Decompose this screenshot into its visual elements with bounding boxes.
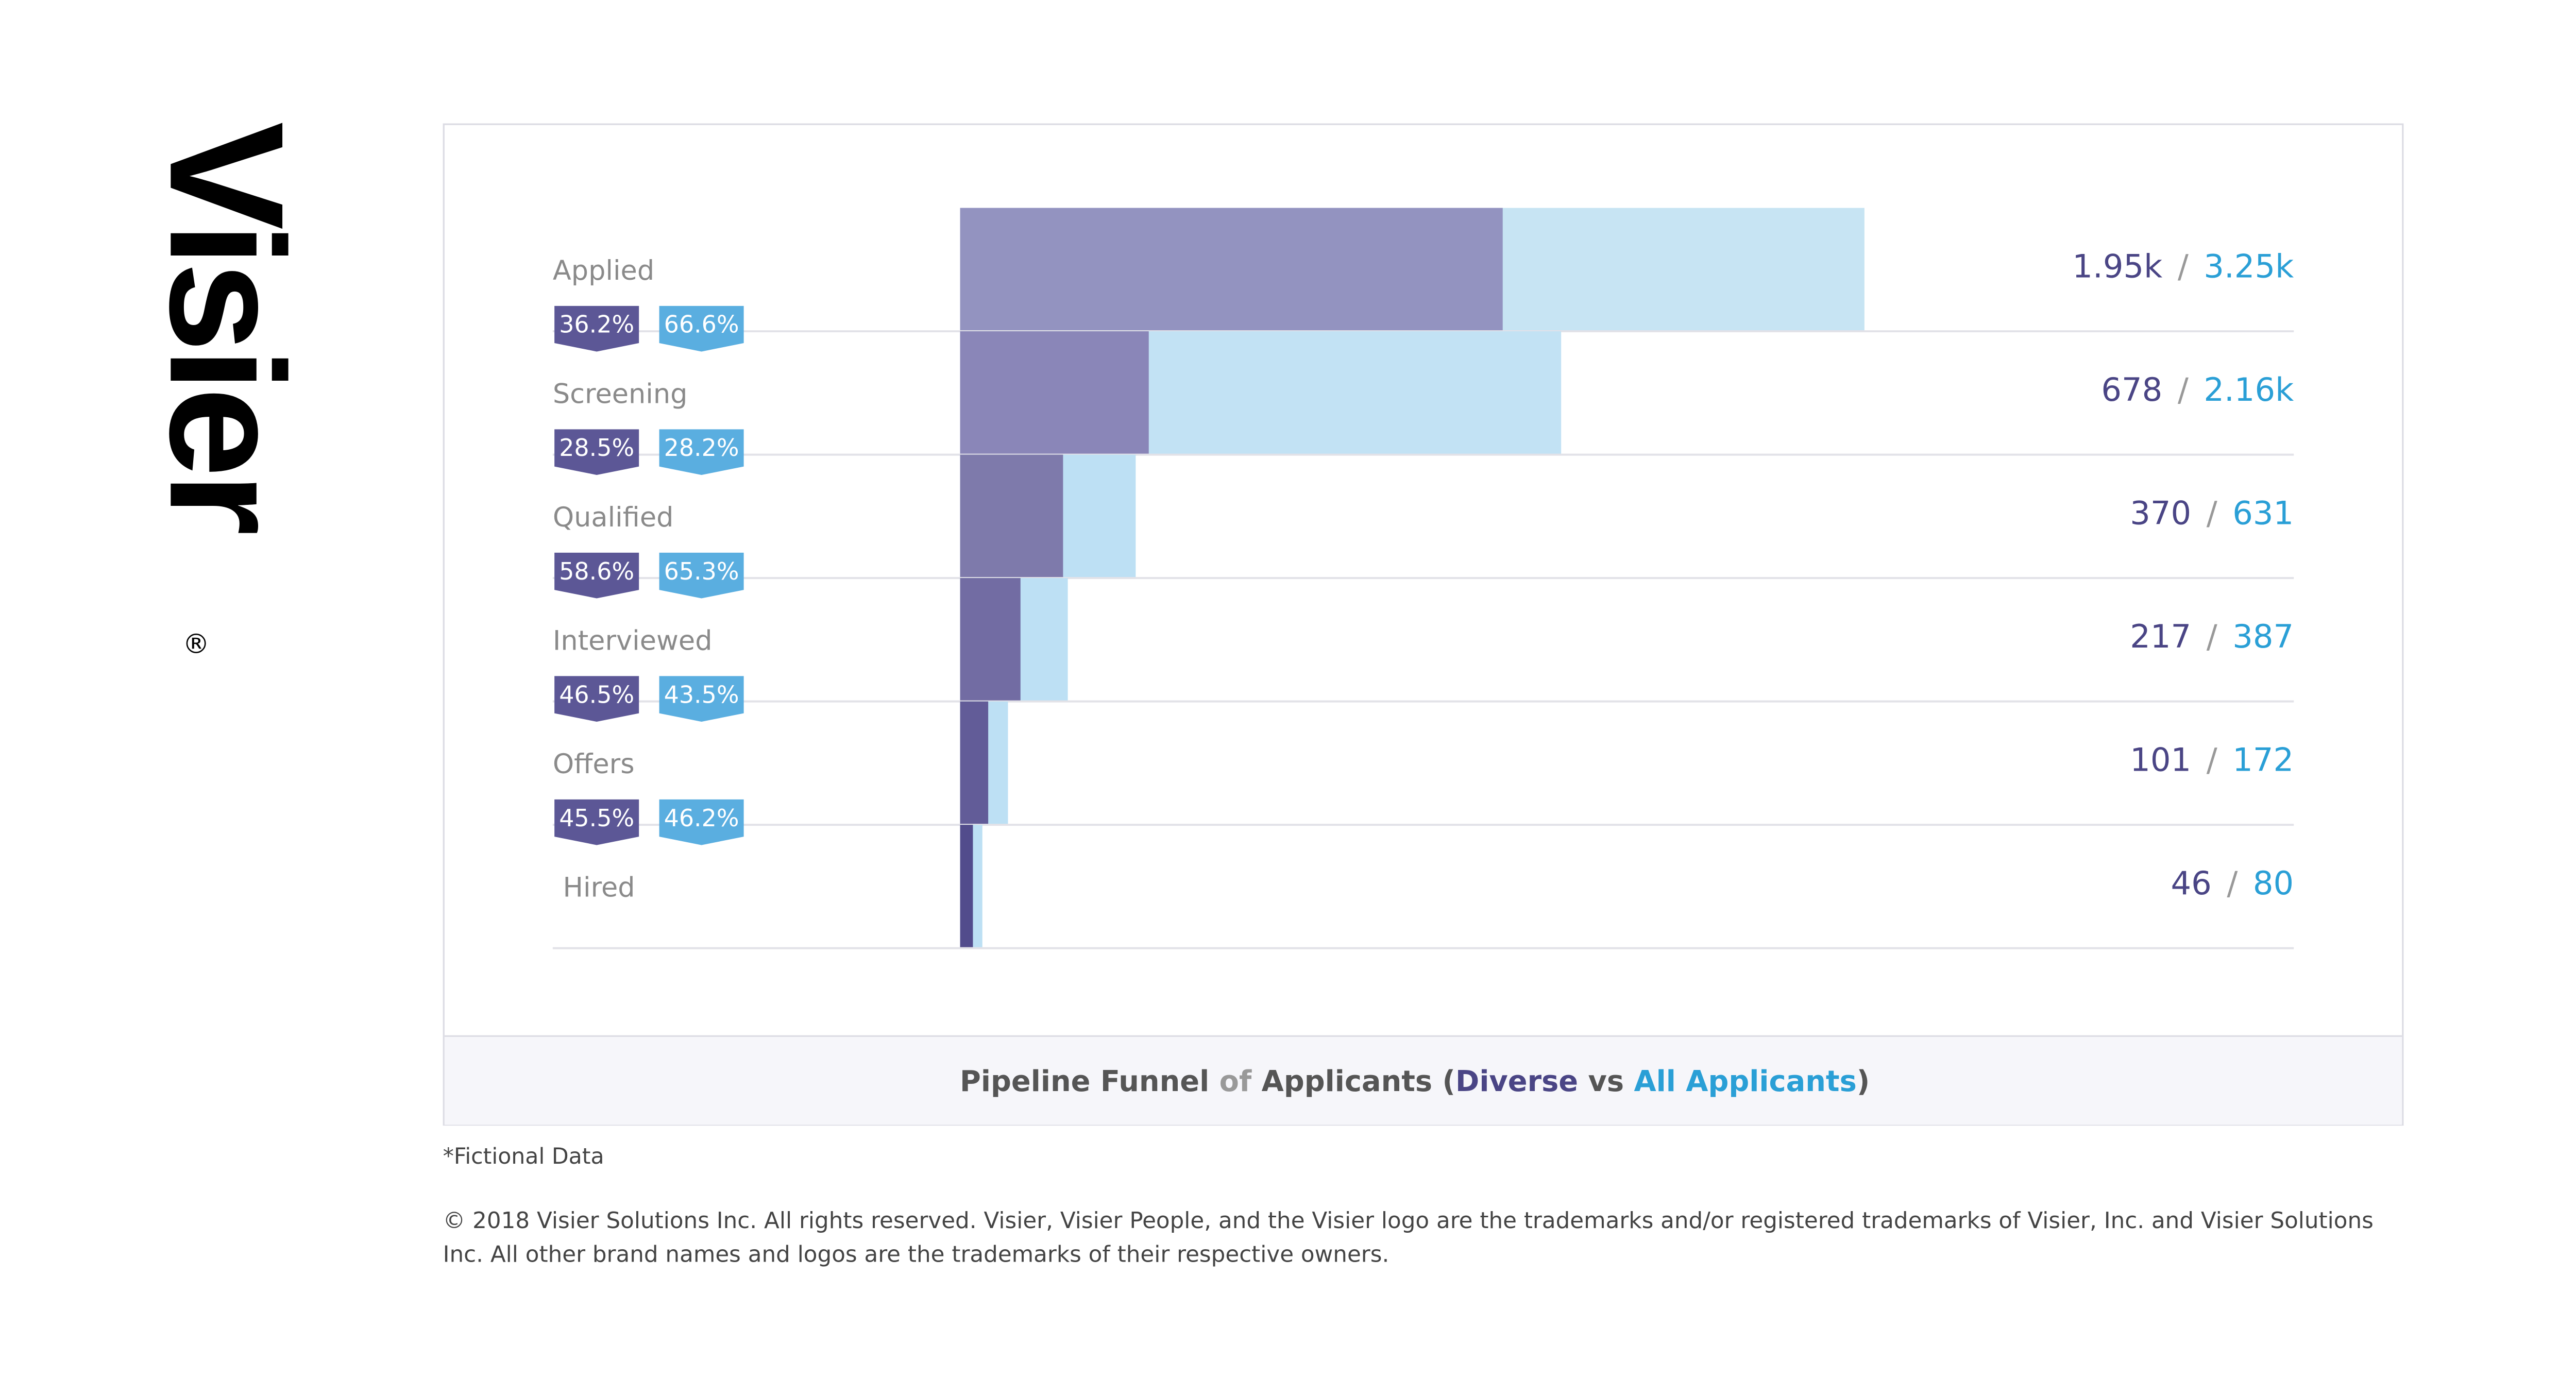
conversion-label: 36.2% — [559, 311, 634, 338]
legend-entry: All Applicants — [1634, 1065, 1857, 1098]
title-part: ) — [1857, 1065, 1870, 1098]
value-label: 101 — [2130, 741, 2191, 779]
value-label: 370 — [2130, 495, 2191, 532]
value-separator: / — [2227, 864, 2238, 902]
value-label: 101 / 172 — [2130, 741, 2294, 779]
conversion-badge — [554, 799, 639, 845]
value-label: 1.95k — [2072, 248, 2162, 285]
conversion-badge — [554, 676, 639, 722]
value-label: 370 / 631 — [2130, 495, 2294, 532]
logo-registered: ® — [182, 628, 209, 660]
bar — [960, 208, 1503, 332]
conversion-label: 66.6% — [664, 311, 739, 338]
value-separator: / — [2207, 741, 2217, 779]
category-label: Hired — [563, 872, 635, 903]
conversion-label: 28.2% — [664, 434, 739, 462]
conversion-label: 65.3% — [664, 557, 739, 585]
category-label: Offers — [553, 748, 635, 780]
legend-entry: Diverse — [1455, 1065, 1578, 1098]
bar — [960, 331, 1149, 455]
conversion-badge — [554, 305, 639, 352]
conversion-badge — [659, 305, 744, 352]
value-label: 631 — [2232, 495, 2294, 532]
category-label: Qualified — [553, 502, 674, 533]
value-label: 217 — [2130, 618, 2191, 655]
conversion-badge — [659, 676, 744, 722]
conversion-label: 28.5% — [559, 434, 634, 462]
value-label: 678 — [2101, 371, 2162, 409]
footnote: *Fictional Data — [443, 1144, 604, 1169]
copyright: Inc. All other brand names and logos are… — [443, 1242, 1389, 1268]
value-separator: / — [2207, 495, 2217, 532]
title-part: Applicants ( — [1262, 1065, 1455, 1098]
value-label: 217 / 387 — [2130, 618, 2294, 655]
value-label: 387 — [2232, 618, 2294, 655]
chart-title: Pipeline Funnel of Applicants (Diverse v… — [960, 1065, 1870, 1098]
value-label: 2.16k — [2204, 371, 2294, 409]
category-label: Screening — [553, 378, 688, 410]
conversion-label: 46.5% — [559, 681, 634, 708]
conversion-label: 46.2% — [664, 804, 739, 832]
value-label: 46 — [2171, 864, 2212, 902]
conversion-badge — [659, 799, 744, 845]
value-label: 172 — [2232, 741, 2294, 779]
conversion-label: 43.5% — [664, 681, 739, 708]
value-label: 3.25k — [2204, 248, 2294, 285]
value-separator: / — [2178, 371, 2189, 409]
conversion-label: 45.5% — [559, 804, 634, 832]
title-part: vs — [1578, 1065, 1634, 1098]
title-part: of — [1219, 1065, 1262, 1098]
conversion-label: 58.6% — [559, 557, 634, 585]
conversion-badge — [554, 429, 639, 475]
card-footer — [444, 1036, 2402, 1125]
conversion-badge — [659, 429, 744, 475]
bar — [960, 454, 1063, 579]
value-separator: / — [2178, 248, 2189, 285]
value-label: 80 — [2253, 864, 2294, 902]
category-label: Applied — [553, 255, 654, 286]
value-label: 46 / 80 — [2171, 864, 2294, 902]
value-label: 1.95k / 3.25k — [2072, 248, 2294, 285]
bar — [960, 578, 1021, 702]
bar — [960, 701, 989, 825]
value-label: 678 / 2.16k — [2101, 371, 2294, 409]
conversion-badge — [659, 552, 744, 599]
logo: Visier — [136, 122, 317, 533]
title-part: Pipeline Funnel — [960, 1065, 1219, 1098]
bar — [960, 825, 973, 948]
copyright: © 2018 Visier Solutions Inc. All rights … — [443, 1208, 2374, 1234]
category-label: Interviewed — [553, 625, 713, 656]
value-separator: / — [2207, 618, 2217, 655]
conversion-badge — [554, 552, 639, 599]
